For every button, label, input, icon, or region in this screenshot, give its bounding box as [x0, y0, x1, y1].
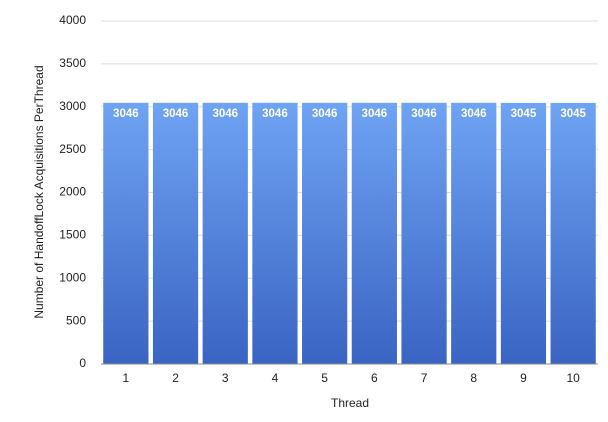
data-label: 3046 [362, 108, 388, 120]
bar [252, 102, 298, 365]
x-axis-label: Thread [331, 396, 369, 410]
data-label: 3045 [511, 108, 537, 120]
y-tick-label: 0 [79, 356, 86, 370]
y-tick-label: 2500 [59, 142, 86, 156]
y-tick-label: 1000 [59, 270, 86, 284]
data-label: 3046 [312, 108, 338, 120]
x-tick-label: 8 [470, 371, 477, 385]
x-tick-label: 5 [321, 371, 328, 385]
bar [550, 102, 596, 365]
bar [202, 102, 248, 365]
bar [500, 102, 547, 365]
bar [451, 102, 497, 365]
bar [401, 102, 447, 365]
data-label: 3046 [113, 108, 139, 120]
x-tick-label: 3 [222, 371, 229, 385]
x-tick-label: 10 [566, 371, 580, 385]
y-tick-label: 4000 [59, 13, 86, 27]
bar [103, 102, 149, 365]
data-label: 3045 [560, 108, 586, 120]
data-label: 3046 [461, 108, 487, 120]
y-tick-label: 2000 [59, 185, 86, 199]
bar [152, 102, 199, 365]
y-tick-label: 500 [66, 313, 86, 327]
data-label: 3046 [411, 108, 437, 120]
x-tick-label: 1 [123, 371, 130, 385]
y-tick-label: 3500 [59, 56, 86, 70]
data-label: 3046 [212, 108, 238, 120]
x-tick-label: 6 [371, 371, 378, 385]
data-label: 3046 [262, 108, 288, 120]
x-tick-label: 2 [172, 371, 179, 385]
x-tick-label: 7 [421, 371, 428, 385]
bar [302, 102, 348, 365]
bar [351, 102, 397, 365]
data-label: 3046 [163, 108, 189, 120]
x-tick-label: 4 [272, 371, 279, 385]
y-axis-label: Number of HandoffLock Acquisitions PerTh… [32, 65, 46, 318]
x-tick-label: 9 [520, 371, 527, 385]
y-tick-label: 1500 [59, 228, 86, 242]
y-tick-label: 3000 [59, 99, 86, 113]
